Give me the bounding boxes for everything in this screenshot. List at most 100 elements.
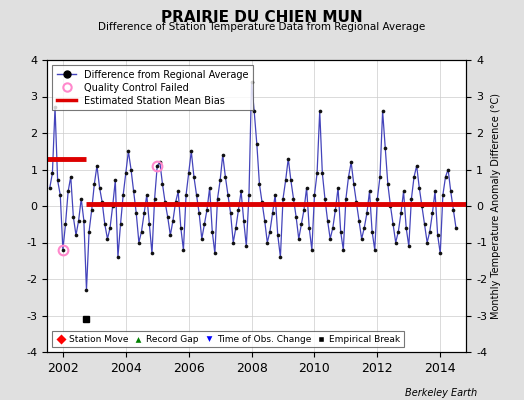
Point [253, 141, 261, 147]
Point [439, 192, 447, 198]
Point [64, 188, 72, 195]
Point [239, 218, 248, 224]
Point [216, 177, 224, 184]
Point [389, 221, 397, 228]
Point [284, 155, 292, 162]
Point [245, 192, 253, 198]
Point [407, 196, 416, 202]
Point [449, 206, 457, 213]
Point [342, 196, 350, 202]
Point [326, 236, 334, 242]
Point [153, 163, 161, 169]
Point [129, 188, 138, 195]
Point [412, 163, 421, 169]
Point [255, 181, 264, 187]
Point [156, 159, 164, 166]
Point [279, 196, 287, 202]
Point [80, 218, 88, 224]
Point [232, 225, 240, 231]
Point [143, 192, 151, 198]
Point [98, 199, 106, 206]
Point [82, 287, 91, 293]
Point [150, 196, 159, 202]
Point [195, 210, 203, 216]
Point [336, 228, 345, 235]
Point [169, 218, 177, 224]
Point [289, 196, 298, 202]
Point [69, 214, 78, 220]
Point [360, 225, 368, 231]
Point [444, 166, 452, 173]
Point [402, 225, 410, 231]
Point [174, 188, 182, 195]
Point [72, 232, 80, 238]
Point [247, 79, 256, 85]
Point [122, 170, 130, 176]
Point [420, 221, 429, 228]
Point [386, 203, 395, 209]
Point [347, 159, 355, 166]
Point [260, 218, 269, 224]
Point [132, 210, 140, 216]
Point [281, 177, 290, 184]
Point [221, 174, 230, 180]
Point [441, 174, 450, 180]
Point [108, 203, 117, 209]
Point [213, 196, 222, 202]
Point [370, 246, 379, 253]
Point [85, 228, 93, 235]
Point [61, 221, 70, 228]
Point [184, 170, 193, 176]
Y-axis label: Monthly Temperature Anomaly Difference (°C): Monthly Temperature Anomaly Difference (… [492, 93, 501, 319]
Point [226, 210, 235, 216]
Point [263, 239, 271, 246]
Point [208, 228, 216, 235]
Point [101, 221, 109, 228]
Point [93, 163, 101, 169]
Point [203, 206, 211, 213]
Point [423, 239, 431, 246]
Point [344, 174, 353, 180]
Point [276, 254, 285, 260]
Point [271, 192, 279, 198]
Point [436, 250, 444, 257]
Point [397, 210, 405, 216]
Point [258, 199, 266, 206]
Point [352, 199, 361, 206]
Point [373, 196, 381, 202]
Point [268, 210, 277, 216]
Point [161, 199, 169, 206]
Point [355, 218, 363, 224]
Point [242, 243, 250, 249]
Point [46, 184, 54, 191]
Point [187, 148, 195, 154]
Point [365, 188, 374, 195]
Point [452, 225, 460, 231]
Point [67, 174, 75, 180]
Point [350, 181, 358, 187]
Point [331, 206, 340, 213]
Point [77, 196, 85, 202]
Point [357, 236, 366, 242]
Point [266, 228, 274, 235]
Point [428, 210, 436, 216]
Point [234, 206, 243, 213]
Legend: Station Move, Record Gap, Time of Obs. Change, Empirical Break: Station Move, Record Gap, Time of Obs. C… [52, 331, 404, 348]
Point [287, 177, 295, 184]
Point [425, 228, 434, 235]
Point [300, 206, 308, 213]
Point [339, 246, 347, 253]
Point [190, 174, 198, 180]
Point [53, 177, 62, 184]
Point [433, 232, 442, 238]
Point [418, 203, 426, 209]
Point [384, 181, 392, 187]
Point [177, 225, 185, 231]
Point [137, 228, 146, 235]
Point [166, 232, 174, 238]
Point [363, 210, 371, 216]
Point [74, 218, 83, 224]
Point [88, 206, 96, 213]
Text: Berkeley Earth: Berkeley Earth [405, 388, 477, 398]
Point [229, 239, 237, 246]
